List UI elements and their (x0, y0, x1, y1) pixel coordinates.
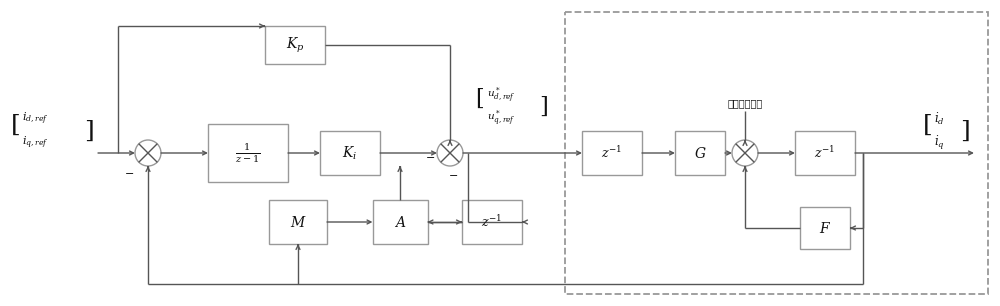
Text: $A$: $A$ (394, 215, 406, 230)
Circle shape (437, 140, 463, 166)
Text: $\frac{1}{z-1}$: $\frac{1}{z-1}$ (235, 141, 261, 165)
Bar (582, 131, 642, 175)
Text: $[$: $[$ (10, 113, 20, 137)
Bar (208, 124, 288, 182)
Text: $[$: $[$ (475, 86, 484, 110)
Text: $i_d$: $i_d$ (934, 111, 945, 127)
Text: $K_p$: $K_p$ (286, 35, 304, 55)
Text: $-$: $-$ (448, 169, 458, 179)
Text: $]$: $]$ (539, 94, 548, 118)
Text: $z^{-1}$: $z^{-1}$ (814, 145, 836, 161)
Text: $]$: $]$ (84, 119, 94, 143)
Text: 反电动势扰动: 反电动势扰动 (727, 98, 763, 108)
Bar (373, 200, 428, 244)
Text: $]$: $]$ (960, 119, 970, 143)
Text: $-$: $-$ (425, 151, 435, 161)
Circle shape (135, 140, 161, 166)
Bar (320, 131, 380, 175)
Text: $i_{q,ref}$: $i_{q,ref}$ (22, 135, 49, 151)
Bar (265, 26, 325, 64)
Text: $[$: $[$ (922, 113, 932, 137)
Text: $-$: $-$ (124, 167, 134, 177)
Text: $u^*_{q,ref}$: $u^*_{q,ref}$ (487, 108, 516, 128)
Text: $K_i$: $K_i$ (342, 144, 358, 162)
Text: $i_{d,ref}$: $i_{d,ref}$ (22, 111, 49, 127)
Text: $u^*_{d,ref}$: $u^*_{d,ref}$ (487, 85, 516, 105)
Bar (795, 131, 855, 175)
Bar (269, 200, 327, 244)
Bar (462, 200, 522, 244)
Text: $M$: $M$ (290, 215, 306, 230)
Bar (675, 131, 725, 175)
Text: $z^{-1}$: $z^{-1}$ (481, 214, 503, 230)
Text: $F$: $F$ (819, 221, 831, 236)
Circle shape (732, 140, 758, 166)
Text: $i_q$: $i_q$ (934, 134, 945, 152)
Text: $z^{-1}$: $z^{-1}$ (601, 145, 623, 161)
Bar (800, 207, 850, 249)
Text: $G$: $G$ (694, 145, 706, 161)
